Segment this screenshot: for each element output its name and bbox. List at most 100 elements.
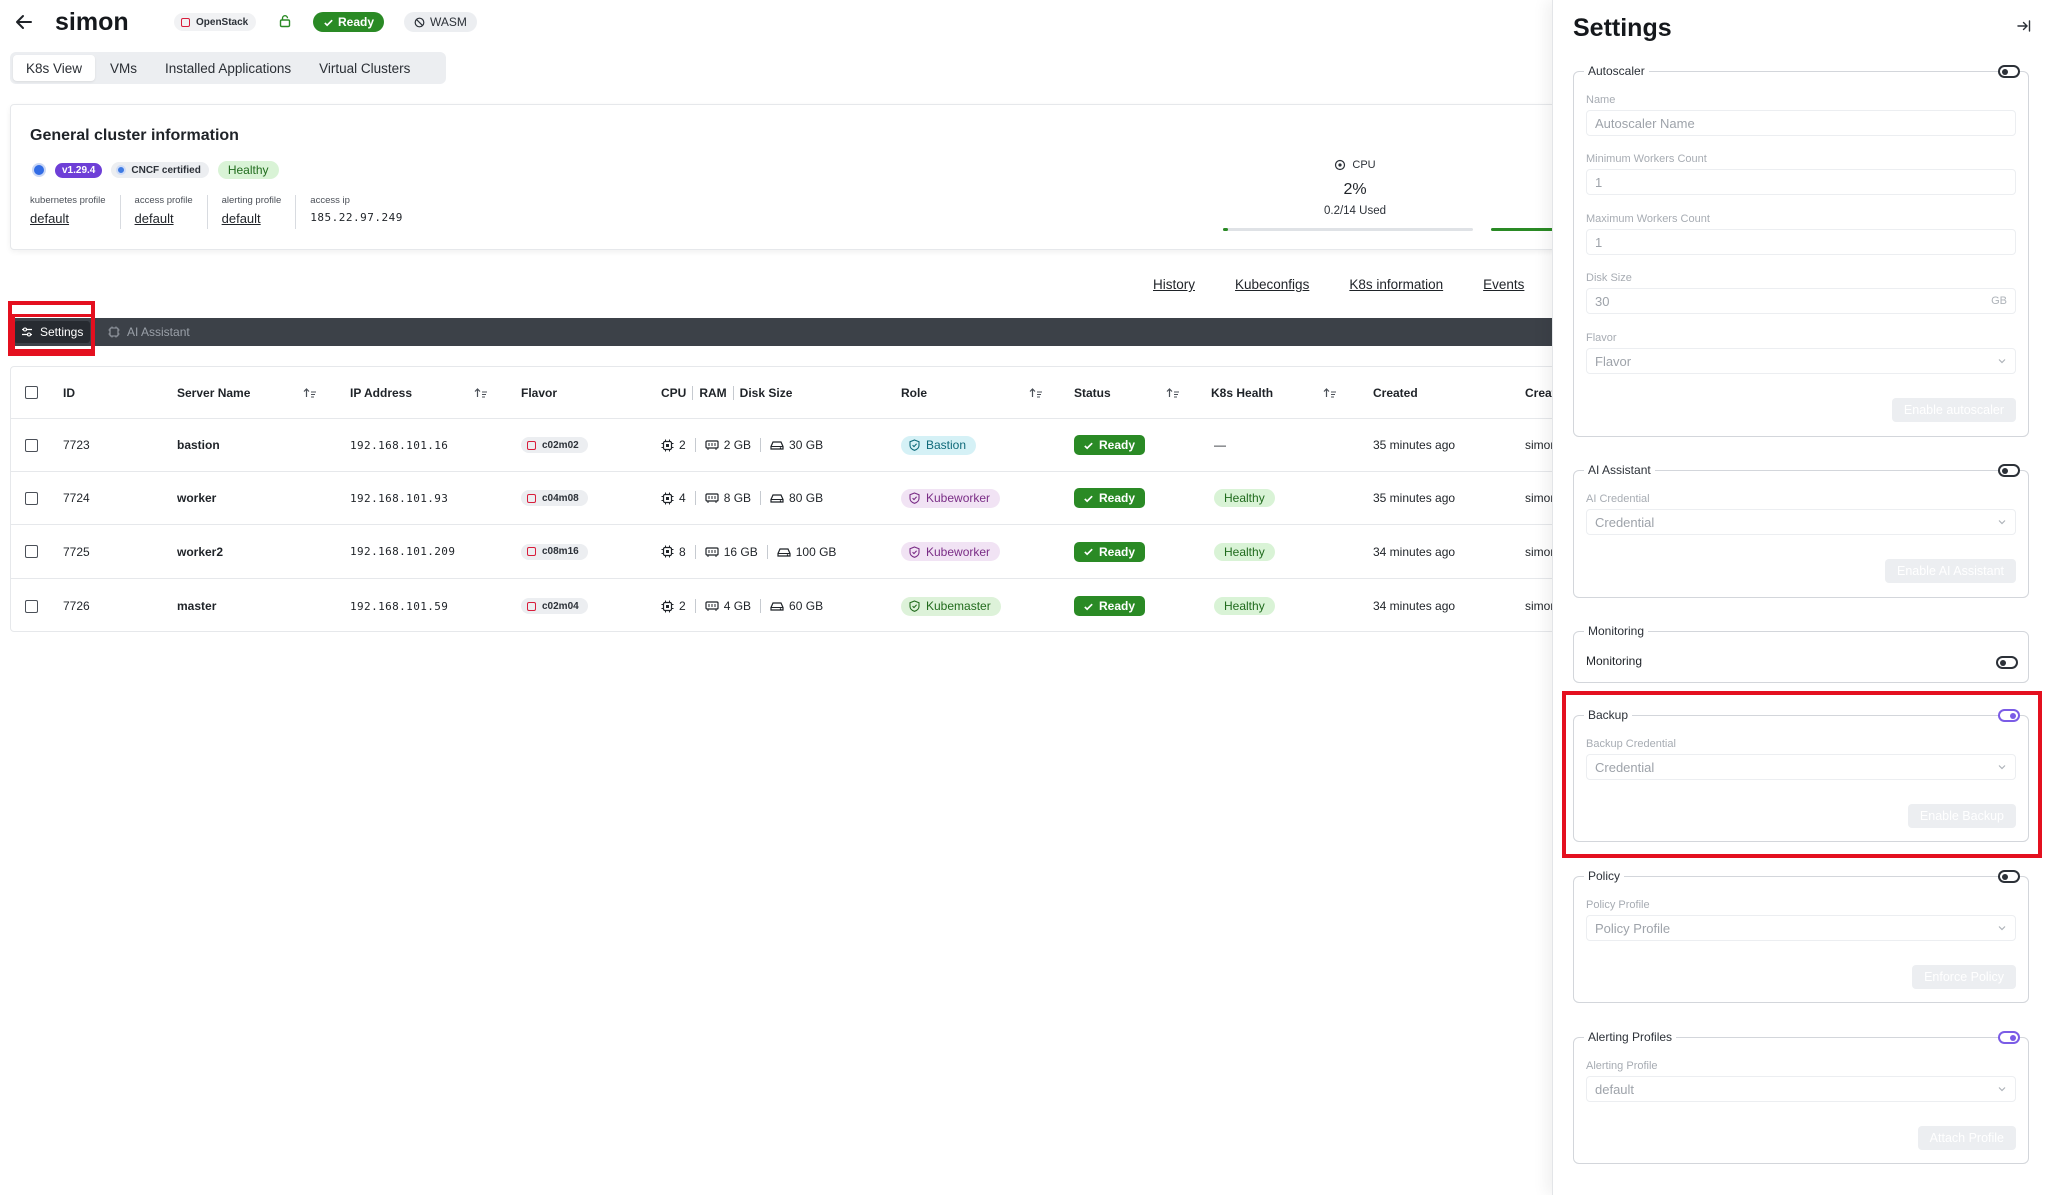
policy-profile-select[interactable]: Policy Profile bbox=[1586, 915, 2016, 941]
check-icon bbox=[1084, 442, 1093, 449]
shield-icon bbox=[909, 439, 920, 451]
ai-assistant-button[interactable]: AI Assistant bbox=[108, 321, 190, 343]
server-ip: 192.168.101.16 bbox=[350, 438, 449, 452]
tab-vms[interactable]: VMs bbox=[110, 60, 138, 76]
sort-icon[interactable] bbox=[1029, 387, 1043, 399]
memory-icon bbox=[705, 440, 719, 450]
cpu-icon bbox=[1335, 159, 1346, 171]
tab-virtual-clusters[interactable]: Virtual Clusters bbox=[319, 60, 411, 76]
autoscaler-name-input[interactable]: Autoscaler Name bbox=[1586, 110, 2016, 136]
highlight-settings-button-inner bbox=[12, 314, 94, 352]
k8s-health-badge: Healthy bbox=[1214, 489, 1275, 507]
flavor-badge: c02m02 bbox=[521, 437, 588, 453]
max-workers-label: Maximum Workers Count bbox=[1586, 213, 1710, 225]
role-label: Kubemaster bbox=[926, 599, 991, 613]
policy-toggle[interactable] bbox=[1998, 870, 2020, 883]
kubernetes-profile-link[interactable]: default bbox=[30, 211, 70, 226]
flavor-select[interactable]: Flavor bbox=[1586, 348, 2016, 374]
min-workers-label: Minimum Workers Count bbox=[1586, 153, 1707, 165]
prohibited-icon bbox=[414, 17, 425, 27]
table-row[interactable]: 7725 worker2 192.168.101.209 c08m16 8 16… bbox=[11, 525, 1559, 579]
created-time: 34 minutes ago bbox=[1373, 544, 1456, 559]
disk-unit: GB bbox=[1991, 295, 2007, 307]
highlight-backup-section bbox=[1562, 691, 2042, 858]
col-creator: Creat bbox=[1525, 385, 1556, 400]
status-badge: Ready bbox=[1074, 596, 1146, 616]
max-workers-input[interactable]: 1 bbox=[1586, 229, 2016, 255]
kubeconfigs-link[interactable]: Kubeconfigs bbox=[1235, 277, 1310, 292]
table-row[interactable]: 7724 worker 192.168.101.93 c04m08 4 8 GB… bbox=[11, 472, 1559, 525]
sort-icon[interactable] bbox=[1166, 387, 1180, 399]
policy-profile-label: Policy Profile bbox=[1586, 899, 1650, 911]
cncf-badge: CNCF certified bbox=[111, 162, 209, 178]
creator: simon bbox=[1525, 438, 1558, 452]
monitoring-toggle[interactable] bbox=[1996, 656, 2018, 669]
min-workers-input[interactable]: 1 bbox=[1586, 169, 2016, 195]
server-name[interactable]: worker bbox=[177, 491, 217, 505]
sort-icon[interactable] bbox=[1323, 387, 1337, 399]
tab-k8s-view[interactable]: K8s View bbox=[13, 55, 96, 81]
cpu-icon bbox=[661, 439, 674, 451]
cluster-health-badge: Healthy bbox=[217, 161, 279, 179]
enable-ai-assistant-button[interactable]: Enable AI Assistant bbox=[1884, 559, 2016, 583]
alerting-toggle[interactable] bbox=[1998, 1031, 2020, 1044]
alerting-profile-link[interactable]: default bbox=[221, 211, 261, 226]
chevron-down-icon bbox=[1998, 926, 2006, 931]
attach-profile-button[interactable]: Attach Profile bbox=[1917, 1126, 2016, 1150]
backup-toggle[interactable] bbox=[1998, 709, 2020, 722]
server-id: 7726 bbox=[63, 599, 90, 613]
autoscaler-legend: Autoscaler bbox=[1584, 64, 1649, 78]
version-badge: v1.29.4 bbox=[55, 162, 103, 178]
table-row[interactable]: 7723 bastion 192.168.101.16 c02m02 2 2 G… bbox=[11, 419, 1559, 472]
general-info-card: General cluster information v1.29.4 CNCF… bbox=[10, 104, 1561, 250]
cpu-progress-bar bbox=[1223, 228, 1473, 231]
history-link[interactable]: History bbox=[1153, 277, 1196, 292]
provider-label: OpenStack bbox=[196, 16, 249, 28]
disk-size-input[interactable]: 30 GB bbox=[1586, 288, 2016, 314]
ai-assistant-toggle[interactable] bbox=[1998, 464, 2020, 477]
enforce-policy-button[interactable]: Enforce Policy bbox=[1912, 965, 2016, 989]
row-checkbox[interactable] bbox=[25, 438, 38, 452]
col-created: Created bbox=[1373, 385, 1418, 400]
row-checkbox[interactable] bbox=[25, 599, 38, 613]
cpu-used: 0.2/14 Used bbox=[1323, 205, 1386, 217]
events-link[interactable]: Events bbox=[1483, 277, 1525, 292]
server-name[interactable]: master bbox=[177, 599, 217, 613]
status-badge: Ready bbox=[1074, 435, 1146, 455]
monitoring-section: Monitoring Monitoring bbox=[1573, 624, 2029, 683]
access-profile-link[interactable]: default bbox=[134, 211, 174, 226]
cluster-links: History Kubeconfigs K8s information Even… bbox=[1153, 277, 1524, 292]
status-label: Ready bbox=[1099, 491, 1136, 505]
alerting-profile-select[interactable]: default bbox=[1586, 1076, 2016, 1102]
autoscaler-toggle[interactable] bbox=[1998, 65, 2020, 78]
server-name[interactable]: bastion bbox=[177, 438, 220, 452]
enable-autoscaler-button[interactable]: Enable autoscaler bbox=[1891, 398, 2016, 422]
server-ip: 192.168.101.209 bbox=[350, 545, 456, 558]
openstack-icon bbox=[181, 17, 190, 27]
role-badge: Bastion bbox=[901, 435, 977, 455]
sort-icon[interactable] bbox=[303, 387, 317, 399]
flavor-badge: c04m08 bbox=[521, 490, 588, 506]
table-row[interactable]: 7726 master 192.168.101.59 c02m04 2 4 GB… bbox=[11, 579, 1559, 631]
sort-icon[interactable] bbox=[474, 387, 488, 399]
collapse-panel-icon[interactable] bbox=[2016, 18, 2032, 34]
enable-backup-button[interactable]: Enable Backup bbox=[1907, 804, 2016, 828]
server-id: 7724 bbox=[63, 491, 90, 505]
server-id: 7723 bbox=[63, 438, 90, 452]
row-checkbox[interactable] bbox=[25, 491, 38, 505]
server-name[interactable]: worker2 bbox=[177, 544, 224, 559]
backup-credential-select[interactable]: Credential bbox=[1586, 754, 2016, 780]
select-all-checkbox[interactable] bbox=[25, 386, 38, 399]
profile-label: access profile bbox=[134, 195, 193, 206]
k8s-information-link[interactable]: K8s information bbox=[1349, 277, 1444, 292]
ai-assistant-label: AI Assistant bbox=[127, 325, 190, 339]
row-checkbox[interactable] bbox=[25, 545, 38, 558]
tab-installed-applications[interactable]: Installed Applications bbox=[165, 60, 292, 76]
settings-button[interactable]: Settings bbox=[14, 321, 91, 343]
alerting-legend: Alerting Profiles bbox=[1584, 1030, 1677, 1044]
profile-label: access ip bbox=[310, 195, 350, 206]
ai-credential-select[interactable]: Credential bbox=[1586, 509, 2016, 535]
cncf-label: CNCF certified bbox=[131, 164, 201, 176]
monitoring-legend: Monitoring bbox=[1584, 624, 1649, 638]
back-arrow-icon[interactable] bbox=[14, 12, 34, 32]
